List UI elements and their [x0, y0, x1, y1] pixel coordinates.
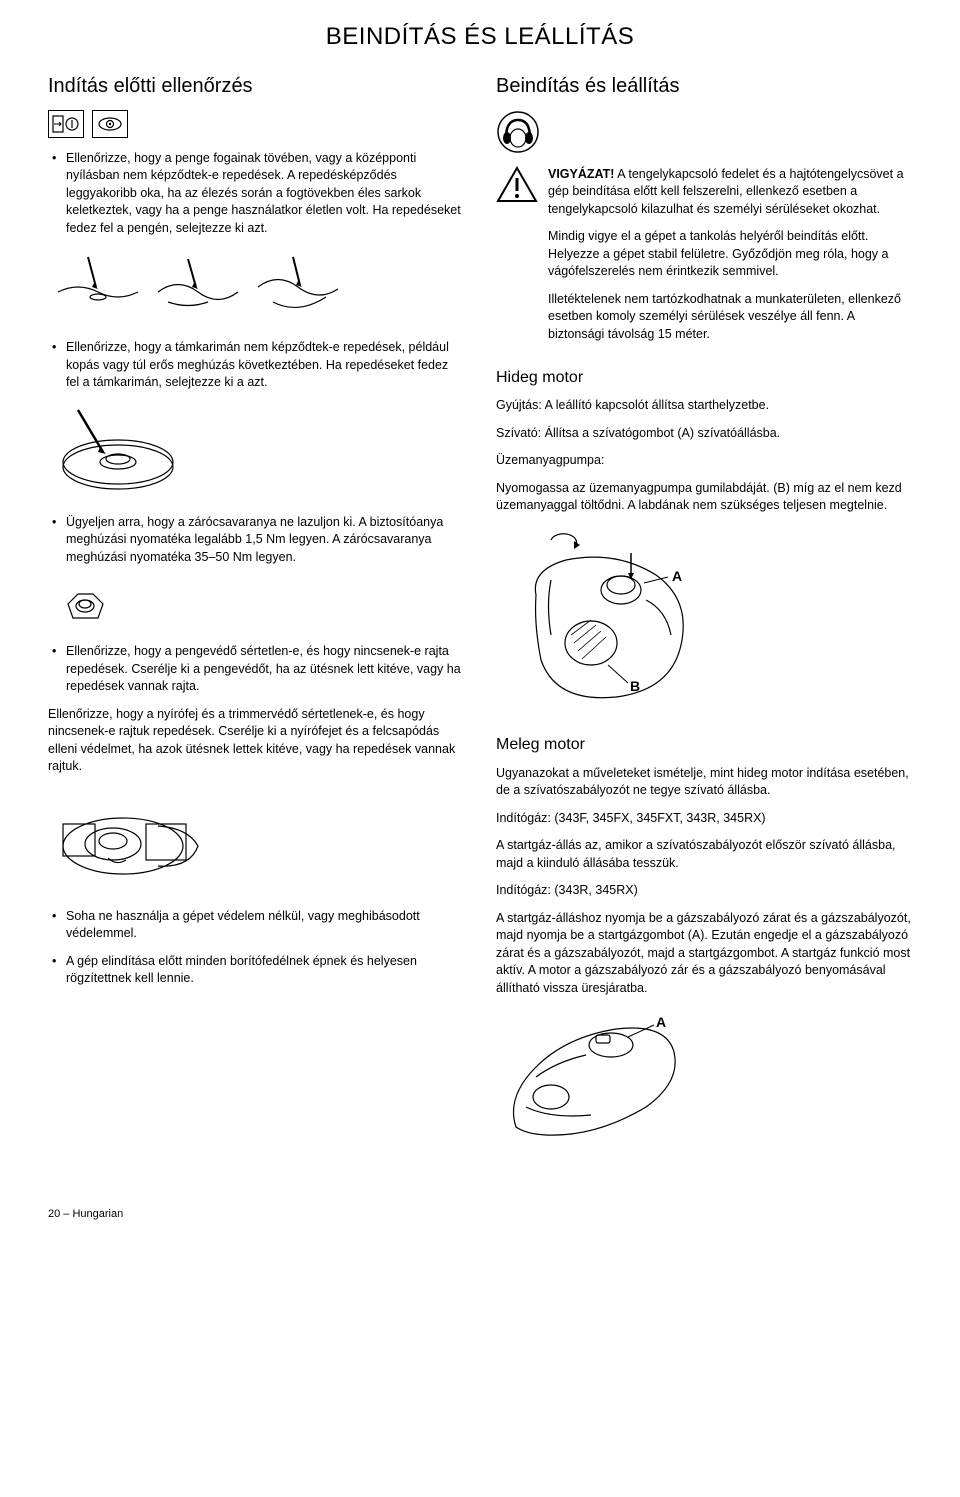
warm-p5: A startgáz-álláshoz nyomja be a gázszabá…	[496, 910, 912, 998]
locknut-illustration	[48, 576, 464, 631]
handle-illustration-warm: A	[496, 1007, 912, 1153]
flange-illustration	[48, 402, 464, 502]
cold-engine-heading: Hideg motor	[496, 367, 912, 389]
cold-p1: Gyújtás: A leállító kapcsolót állítsa st…	[496, 397, 912, 415]
warning-triangle-icon	[496, 166, 538, 204]
warning-text-3: Illetéktelenek nem tartózkodhatnak a mun…	[548, 291, 912, 344]
check-item-blade-cracks: Ellenőrizze, hogy a penge fogainak tövéb…	[48, 150, 464, 238]
warning-text-block: VIGYÁZAT! A tengelykapcsoló fedelet és a…	[548, 166, 912, 354]
warning-label: VIGYÁZAT!	[548, 167, 614, 181]
trimmer-head-illustration	[48, 786, 464, 896]
engine-illustration-cold: A B	[496, 525, 912, 721]
warning-box: VIGYÁZAT! A tengelykapcsoló fedelet és a…	[496, 166, 912, 354]
warm-p2: Indítógáz: (343F, 345FX, 345FXT, 343R, 3…	[496, 810, 912, 828]
eye-icon	[92, 110, 128, 138]
blade-crack-illustration	[48, 247, 464, 327]
check-item-covers: A gép elindítása előtt minden borítófedé…	[48, 953, 464, 988]
left-heading: Indítás előtti ellenőrzés	[48, 72, 464, 100]
page-title: BEINDÍTÁS ÉS LEÁLLÍTÁS	[48, 20, 912, 54]
warm-p3: A startgáz-állás az, amikor a szívatósza…	[496, 837, 912, 872]
label-a-2: A	[656, 1014, 666, 1030]
page-number: 20	[48, 1208, 60, 1220]
icon-row	[48, 110, 464, 138]
cold-p2: Szívató: Állítsa a szívatógombot (A) szí…	[496, 425, 912, 443]
manual-icon	[48, 110, 84, 138]
warning-text-2: Mindig vigye el a gépet a tankolás helyé…	[548, 228, 912, 281]
right-heading: Beindítás és leállítás	[496, 72, 912, 100]
check-item-blade-guard: Ellenőrizze, hogy a pengevédő sértetlen-…	[48, 643, 464, 696]
two-column-layout: Indítás előtti ellenőrzés Ellenőrizz	[48, 72, 912, 1167]
label-b: B	[630, 678, 640, 694]
check-item-locknut: Ügyeljen arra, hogy a zárócsavaranya ne …	[48, 514, 464, 567]
cold-p3: Üzemanyagpumpa:	[496, 452, 912, 470]
left-column: Indítás előtti ellenőrzés Ellenőrizz	[48, 72, 464, 1167]
warm-p4: Indítógáz: (343R, 345RX)	[496, 882, 912, 900]
warm-p1: Ugyanazokat a műveleteket ismételje, min…	[496, 765, 912, 800]
cold-p4: Nyomogassa az üzemanyagpumpa gumilabdájá…	[496, 480, 912, 515]
ear-protection-icon	[496, 110, 912, 154]
page-footer: 20 – Hungarian	[48, 1207, 912, 1222]
label-a: A	[672, 568, 682, 584]
trimmer-head-guard-paragraph: Ellenőrizze, hogy a nyírófej és a trimme…	[48, 706, 464, 776]
right-column: Beindítás és leállítás VIGYÁZAT! A tenge…	[496, 72, 912, 1167]
page-language: Hungarian	[72, 1208, 123, 1220]
check-item-support-flange: Ellenőrizze, hogy a támkarimán nem képző…	[48, 339, 464, 392]
warm-engine-heading: Meleg motor	[496, 734, 912, 756]
check-item-no-guard: Soha ne használja a gépet védelem nélkül…	[48, 908, 464, 943]
